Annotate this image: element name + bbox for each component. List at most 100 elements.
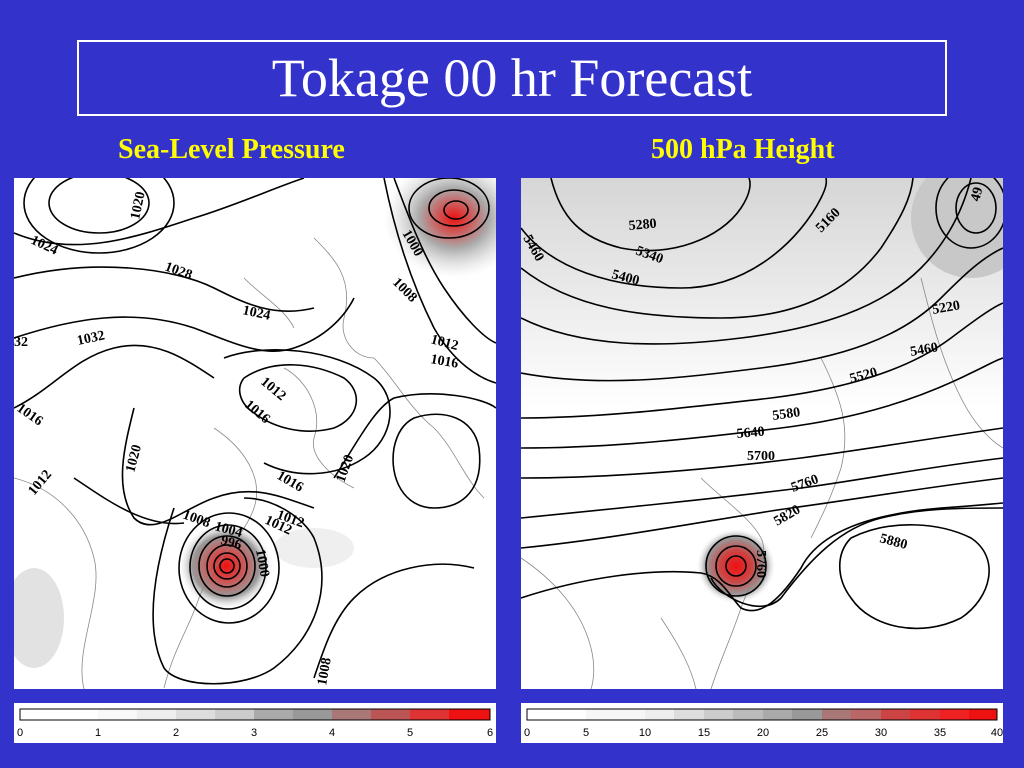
isobar-label: 1016	[14, 401, 45, 429]
height-label: 5880	[878, 531, 909, 553]
colorbar-swatch	[293, 709, 332, 720]
isobar	[23, 178, 175, 254]
height-contour	[725, 555, 747, 577]
right-panel-subtitle: 500 hPa Height	[651, 134, 835, 165]
isobar-label: 996	[219, 533, 243, 553]
height-label: 5700	[747, 449, 775, 464]
colorbar-tick: 5	[583, 727, 589, 739]
colorbar-tick: 2	[173, 727, 179, 739]
isobar-label: 1012	[257, 375, 288, 404]
height-label: 5280	[628, 217, 657, 234]
colorbar-tick: 6	[487, 727, 493, 739]
isobar	[178, 512, 280, 624]
colorbar-tick: 15	[698, 727, 710, 739]
height-contour	[521, 477, 1003, 549]
colorbar-tick: 30	[875, 727, 887, 739]
height-contour	[935, 178, 1003, 249]
colorbar-swatch	[910, 709, 940, 720]
isobar-label: 1024	[28, 233, 60, 258]
isobar	[14, 266, 315, 312]
coast	[660, 617, 697, 689]
colorbar-swatch	[704, 709, 733, 720]
isobar-label: 1020	[123, 443, 145, 474]
height-contour	[839, 524, 990, 630]
isobar	[14, 297, 355, 352]
coast	[243, 277, 295, 329]
title-box: Tokage 00 hr Forecast	[77, 40, 947, 116]
colorbar-swatch	[98, 709, 137, 720]
height-contour	[521, 357, 1003, 449]
sea-level-pressure-map: 1020 1024 1028 1024 1032 32 1012 1016 10…	[14, 178, 496, 689]
isobar-label: 1024	[241, 303, 272, 323]
isobar-label: 1008	[389, 275, 419, 305]
colorbar-swatch	[851, 709, 881, 720]
colorbar-swatch	[449, 709, 490, 720]
height-contour	[550, 178, 751, 252]
coast	[313, 237, 375, 359]
height-contour	[521, 457, 1003, 519]
colorbar-tick: 25	[816, 727, 828, 739]
colorbar-swatch	[371, 709, 410, 720]
colorbar-tick: 10	[639, 727, 651, 739]
colorbar-swatch	[940, 709, 969, 720]
isobar	[443, 200, 469, 220]
height-map-graphic: 5280 5340 5400 5460 5160 5220 5460 5520 …	[521, 178, 1003, 689]
coast	[521, 557, 595, 689]
isobar	[121, 407, 315, 526]
colorbar-tick: 3	[251, 727, 257, 739]
colorbar-swatch	[586, 709, 645, 720]
isobar	[48, 178, 150, 234]
isobar-label: 1020	[334, 453, 358, 484]
shade	[384, 178, 496, 278]
isobar	[408, 178, 490, 239]
isobar	[14, 178, 305, 246]
isobar-label: 1000	[252, 548, 272, 578]
shade	[178, 522, 274, 610]
coast	[373, 357, 485, 499]
slp-colorbar-swatches	[19, 708, 491, 721]
colorbar-swatch	[822, 709, 851, 720]
height-label: 5760	[753, 550, 768, 578]
height-contour	[521, 178, 972, 345]
isobar	[313, 563, 475, 679]
height-contour	[955, 182, 997, 234]
colorbar-tick: 0	[524, 727, 530, 739]
colorbar-tick: 0	[17, 727, 23, 739]
height-contour	[521, 427, 1003, 479]
isobar-label: 1004	[213, 519, 244, 541]
isobar	[14, 344, 215, 409]
colorbar-swatch	[733, 709, 763, 720]
shade	[274, 528, 354, 568]
height-label: 5460	[909, 340, 939, 360]
colorbar-swatch	[176, 709, 215, 720]
isobar-label: 32	[14, 335, 28, 350]
height-contour	[715, 545, 757, 587]
colorbar-tick: 35	[934, 727, 946, 739]
height-colorbar-swatches	[526, 708, 998, 721]
500hpa-height-map: 5280 5340 5400 5460 5160 5220 5460 5520 …	[521, 178, 1003, 689]
isobar-label: 1028	[163, 260, 194, 284]
isobar	[393, 178, 496, 344]
colorbar-swatch	[215, 709, 254, 720]
height-label: 5580	[771, 405, 801, 424]
colorbar-tick: 20	[757, 727, 769, 739]
colorbar-swatch	[645, 709, 674, 720]
height-contour	[710, 507, 1003, 608]
isobar	[333, 393, 496, 479]
height-contour	[521, 247, 1003, 382]
height-label: 5640	[736, 425, 765, 442]
height-label: 49	[968, 186, 986, 203]
isobar-label: 1012	[429, 332, 460, 354]
colorbar-swatch	[674, 709, 704, 720]
isobar	[73, 477, 185, 525]
height-contour	[521, 302, 1003, 419]
height-contour	[705, 535, 767, 597]
isobar	[198, 535, 256, 597]
slp-colorbar: 0 1 2 3 4 5 6	[14, 703, 496, 743]
colorbar-tick: 5	[407, 727, 413, 739]
height-label: 5520	[848, 365, 879, 387]
colorbar-swatch	[792, 709, 822, 720]
colorbar-tick: 40	[991, 727, 1003, 739]
isobar	[219, 558, 235, 574]
colorbar-tick: 4	[329, 727, 335, 739]
